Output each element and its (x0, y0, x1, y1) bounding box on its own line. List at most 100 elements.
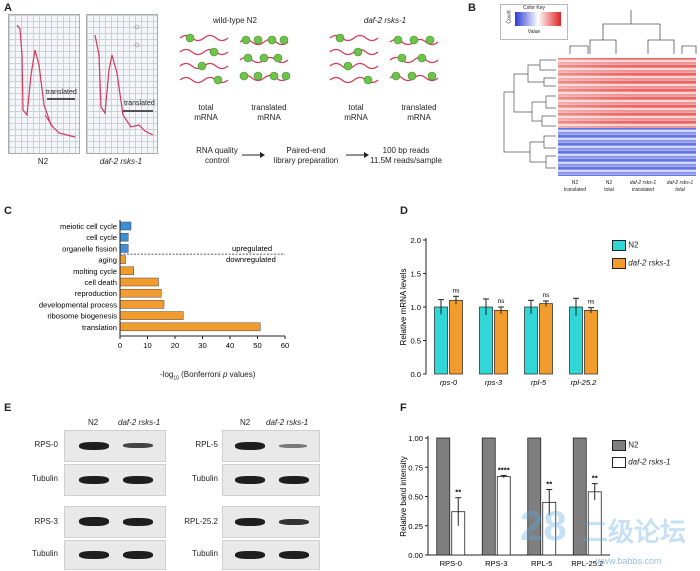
blot-rps3 (64, 506, 166, 538)
band (79, 476, 109, 484)
band (235, 442, 265, 450)
bar-c (119, 266, 134, 276)
blot-rpl5 (222, 430, 320, 462)
chart-c-xlabel: -log10 (Bonferroni p values) (160, 370, 255, 382)
tick-label-c: 50 (253, 341, 261, 350)
category-label-f: RPS-0 (440, 559, 462, 568)
bar-c (119, 311, 184, 320)
watermark-url: www.babbs.com (596, 556, 662, 566)
bar-c (119, 277, 159, 287)
band (79, 551, 109, 559)
category-label-c: meiotic cell cycle (60, 222, 117, 231)
tick-label-f: 0.50 (408, 493, 423, 502)
gel-trace-n2: translated (8, 14, 80, 154)
bar-f (436, 437, 451, 556)
tick-label-d: 1.0 (410, 303, 421, 312)
bar-d (449, 299, 463, 375)
band (79, 517, 109, 526)
band (279, 551, 309, 559)
heatmap-col-label-3: daf-2 rsks-1 translated (629, 180, 657, 193)
tick-label-d: 0.5 (410, 337, 421, 346)
blot-left-header-mut: daf-2 rsks-1 (118, 418, 161, 427)
significance-f: ** (455, 488, 461, 497)
category-label-d: rpl-5 (531, 378, 547, 387)
heatmap-shade (558, 58, 627, 128)
bar-f (496, 476, 511, 556)
bar-d (494, 309, 508, 375)
blot-rpl252 (222, 506, 320, 538)
blot-label-rps3: RPS-3 (34, 517, 58, 526)
category-label-d: rpl-25.2 (571, 378, 598, 387)
category-label-c: organelle fission (62, 244, 117, 253)
legend-d-item-n2: N2 (612, 240, 670, 254)
category-label-c: cell cycle (86, 233, 117, 242)
gel-name-mutant: daf-2 rsks-1 (99, 157, 143, 166)
band (123, 443, 153, 448)
legend-f-label-n2: N2 (628, 440, 639, 450)
blot-right-header-mut: daf-2 rsks-1 (266, 418, 309, 427)
legend-f-swatch-mut (612, 457, 626, 468)
tick-label-f: 1.00 (408, 434, 423, 443)
blot-right-header-n2: N2 (240, 418, 251, 427)
band (279, 476, 309, 484)
tick-label-c: 20 (171, 341, 179, 350)
xlabel-mid: (Bonferroni (178, 370, 223, 379)
gel-name-n2: N2 (37, 157, 49, 166)
category-label-c: translation (82, 323, 117, 332)
rna-label-n2-translated: translated mRNA (251, 103, 287, 122)
heatmap-col-label-4: daf-2 rsks-1 total (666, 180, 694, 193)
tick-label-c: 10 (143, 341, 151, 350)
blot-label-tubulin-3: Tubulin (192, 474, 218, 483)
panel-label-f: F (400, 402, 407, 414)
rna-label-mut-translated: translated mRNA (401, 103, 437, 122)
blot-tubulin-4 (222, 540, 320, 570)
band (235, 551, 265, 559)
category-label-c: aging (98, 256, 117, 265)
band (235, 476, 265, 484)
significance-f: ** (592, 474, 598, 483)
rna-ribosome-illustration (179, 33, 439, 85)
tick-label-f: 0.00 (408, 551, 423, 560)
band (235, 518, 265, 526)
group-title-wildtype: wild-type N2 (212, 16, 257, 25)
bar-c (119, 221, 132, 231)
tick-label-f: 0.75 (408, 463, 423, 472)
bar-c (119, 232, 129, 242)
tick-label-c: 30 (198, 341, 206, 350)
legend-d-swatch-mut (612, 258, 626, 269)
significance-f: ** (546, 479, 552, 488)
category-label-c: cell death (84, 278, 117, 287)
band (123, 476, 153, 484)
significance-d: ns (453, 287, 461, 294)
legend-d: N2 daf-2 rsks-1 (612, 240, 670, 272)
bar-c (119, 255, 126, 264)
workflow-arrows (242, 152, 369, 158)
xlabel-sub: 10 (173, 375, 179, 382)
mrna-levels-chart: 0.0 0.5 1.0 1.5 2.0 Relative mRNA levels ns rps… (399, 236, 598, 387)
blot-rps0 (64, 430, 166, 462)
bar-c (119, 244, 129, 253)
panel-label-d: D (400, 205, 408, 217)
tick-label-f: 0.25 (408, 522, 423, 531)
category-label-f: RPL-25.2 (571, 559, 603, 568)
color-key-axis: Value (527, 29, 541, 35)
band-intensity-chart: 0.00 0.25 0.50 0.75 1.00 Relative band intens… (399, 434, 610, 568)
bar-f (527, 437, 542, 556)
panel-label-a: A (4, 2, 12, 14)
legend-f-item-n2: N2 (612, 440, 670, 454)
heatmap-col-label-2: N2 total (604, 180, 614, 193)
ylabel-f: Relative band intensity (399, 456, 408, 537)
significance-d: ns (588, 299, 596, 306)
panel-label-c: C (4, 205, 12, 217)
bar-f (481, 437, 496, 556)
blot-left-header-n2: N2 (88, 418, 99, 427)
bar-d (479, 306, 493, 375)
legend-d-swatch-n2 (612, 240, 626, 251)
heatmap-red-block (558, 58, 696, 128)
band (279, 519, 309, 525)
blot-label-rps0: RPS-0 (34, 440, 58, 449)
group-title-mutant: daf-2 rsks-1 (363, 16, 407, 25)
heatmap (558, 58, 696, 176)
band (123, 551, 153, 559)
legend-f: N2 daf-2 rsks-1 (612, 440, 670, 471)
